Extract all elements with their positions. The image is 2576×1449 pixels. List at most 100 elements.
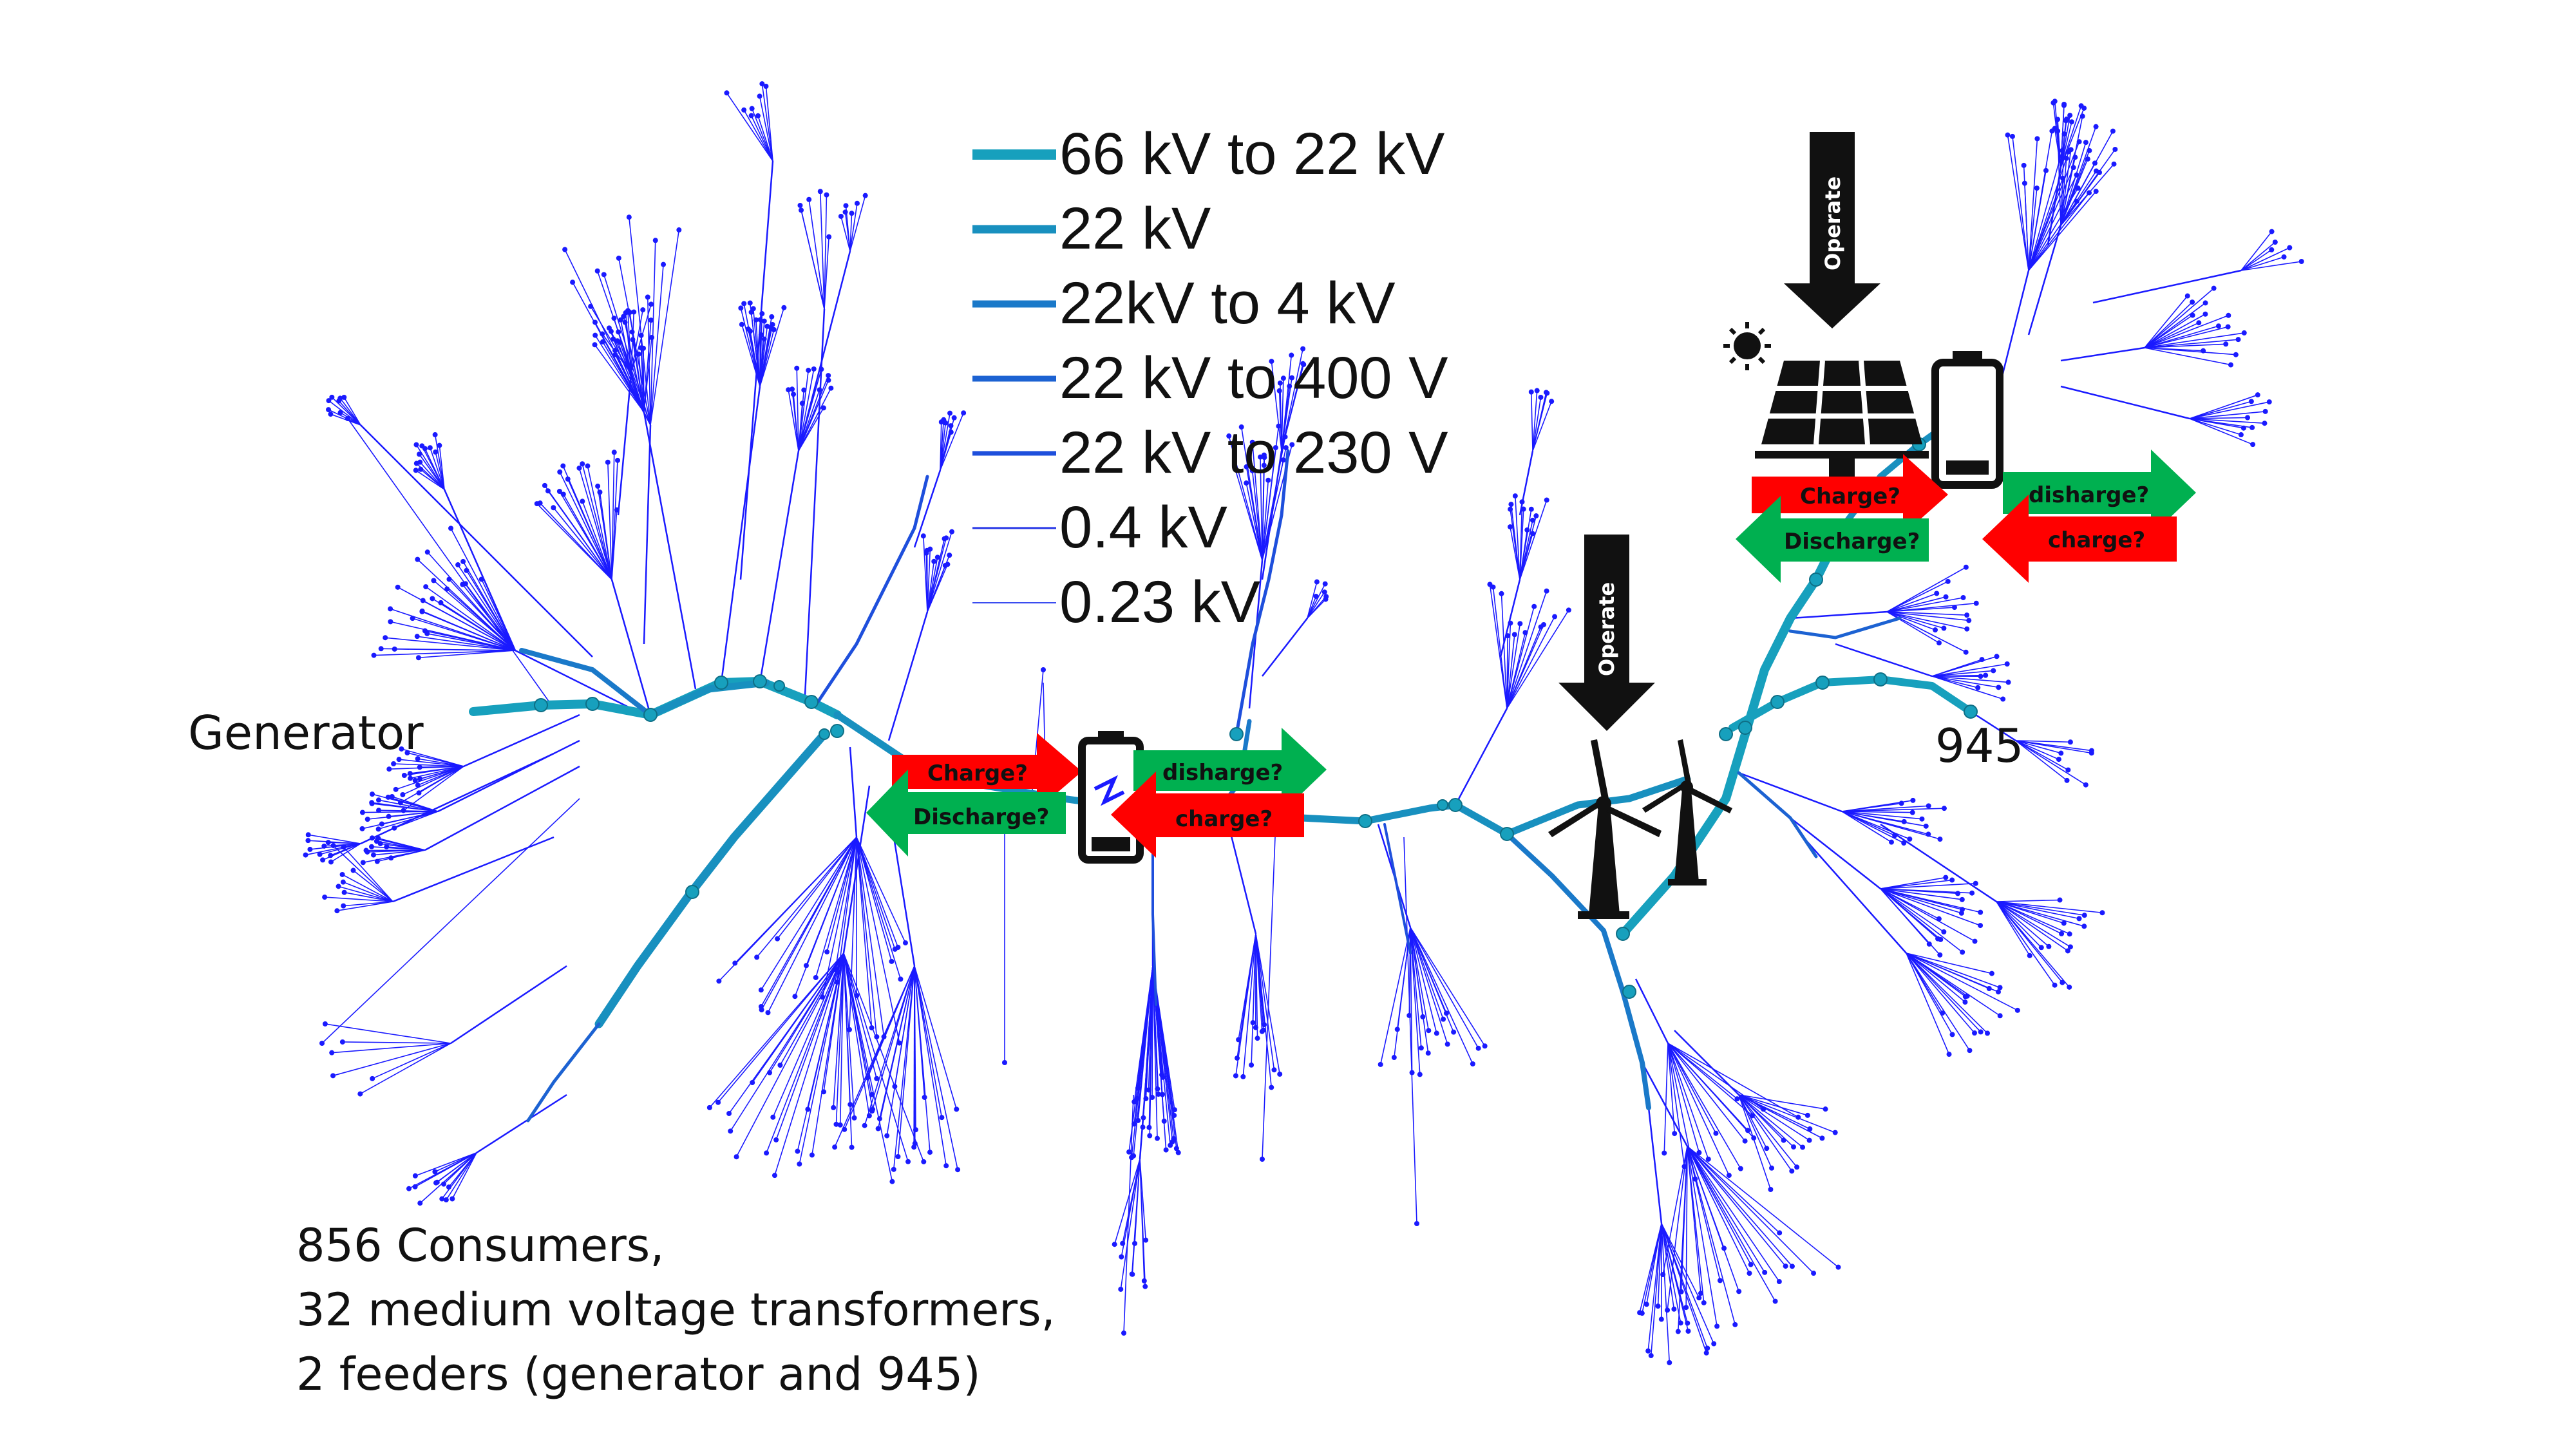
consumer-node (943, 420, 949, 426)
lv-branch (1410, 927, 1421, 1075)
consumer-node (862, 193, 868, 198)
lv-branch (1667, 1043, 1741, 1170)
lv-branch (330, 843, 361, 863)
consumer-node (2215, 323, 2221, 329)
consumer-node (2202, 300, 2208, 306)
consumer-node (1978, 1029, 1984, 1035)
lv-branch (2189, 418, 2253, 445)
lv-branch (2012, 136, 2029, 271)
consumer-node (616, 255, 621, 261)
consumer-node (1964, 612, 1970, 618)
consumer-node (1507, 524, 1513, 530)
lv-branch (1996, 901, 2085, 916)
consumer-node (1648, 1352, 1654, 1358)
lv-branch (779, 952, 844, 1066)
consumer-node (641, 345, 647, 351)
consumer-node (2269, 229, 2275, 234)
consumer-node (1714, 1323, 1720, 1329)
lv-branch (399, 759, 464, 767)
lv-branch (607, 462, 612, 580)
consumer-node (2244, 415, 2250, 421)
consumer-node (706, 1104, 712, 1110)
consumer-node (1698, 1291, 1703, 1296)
consumer-node (1671, 1306, 1677, 1312)
lv-branch (617, 373, 632, 516)
consumer-node (460, 558, 466, 564)
lv-branch (761, 837, 857, 1007)
consumer-node (2241, 330, 2247, 336)
consumer-node (417, 764, 422, 770)
consumer-node (1997, 1013, 2003, 1019)
lv-branch (1738, 1094, 1792, 1171)
consumer-node (2058, 750, 2064, 756)
lv-branch (1996, 901, 2065, 924)
consumer-node (1226, 433, 1232, 439)
consumer-node (417, 451, 422, 457)
lv-branch (1880, 888, 1938, 940)
lv-branch (849, 746, 858, 838)
lv-branch (1886, 611, 1967, 630)
consumer-node (1261, 452, 1267, 458)
consumer-node (1748, 1262, 1754, 1267)
consumer-node (1941, 929, 1947, 934)
legend-label: 22 kV (1059, 196, 1211, 261)
consumer-node (1163, 1147, 1169, 1153)
consumer-node (2088, 750, 2094, 756)
consumer-node (826, 234, 832, 240)
consumer-node (1747, 1271, 1752, 1276)
lv-branch (1996, 901, 2031, 956)
lv-branch (412, 618, 516, 651)
lv-branch (843, 952, 893, 1182)
lv-branch (1880, 823, 1997, 903)
lv-branch (1738, 772, 1842, 813)
consumer-node (961, 410, 967, 416)
consumer-node (891, 1166, 896, 1172)
lv-branch (761, 837, 857, 990)
lv-branch (2092, 269, 2242, 304)
lv-branch (343, 846, 393, 902)
lv-branch (1403, 837, 1417, 1224)
consumer-node (898, 976, 904, 982)
lv-branch (799, 952, 844, 1164)
lv-branch (2015, 740, 2092, 754)
lv-branch (914, 965, 958, 1110)
mv-line-south-west-lower (526, 1022, 601, 1122)
consumer-node (824, 949, 830, 955)
lv-branch (940, 431, 952, 471)
lv-branch (750, 331, 761, 387)
consumer-node (2225, 324, 2231, 330)
consumer-node (715, 1099, 721, 1105)
lv-branch (1262, 837, 1276, 1160)
lv-branch (2144, 301, 2193, 348)
lv-branch (1880, 876, 1946, 889)
consumer-node (1983, 672, 1989, 678)
consumer-node (826, 373, 831, 379)
lv-branch (1687, 1146, 1786, 1267)
lv-branch (347, 418, 554, 709)
lv-branch (1260, 457, 1263, 561)
lv-branch (774, 952, 844, 1176)
lv-branch (1996, 901, 2049, 947)
consumer-node (1451, 1029, 1457, 1035)
consumer-node (368, 844, 374, 849)
lv-branch (408, 1152, 477, 1189)
lv-branch (643, 424, 652, 645)
consumer-node (611, 316, 617, 321)
lv-branch (1886, 611, 1940, 643)
consumer-node (2202, 311, 2208, 317)
consumer-node (820, 405, 826, 411)
consumer-node (557, 469, 563, 475)
consumer-node (395, 584, 401, 590)
lv-branch (308, 840, 361, 844)
lv-branch (1667, 1043, 1799, 1118)
lv-branch (1996, 901, 2042, 948)
consumer-node (1655, 1303, 1661, 1309)
consumer-node (1002, 1060, 1007, 1065)
lv-branch (2189, 411, 2266, 419)
lv-branch (1667, 1043, 1676, 1134)
consumer-node (562, 247, 568, 252)
lv-branch (353, 869, 393, 902)
lv-branch (2027, 225, 2062, 336)
lv-branch (1996, 901, 2071, 948)
consumer-node (412, 777, 418, 783)
